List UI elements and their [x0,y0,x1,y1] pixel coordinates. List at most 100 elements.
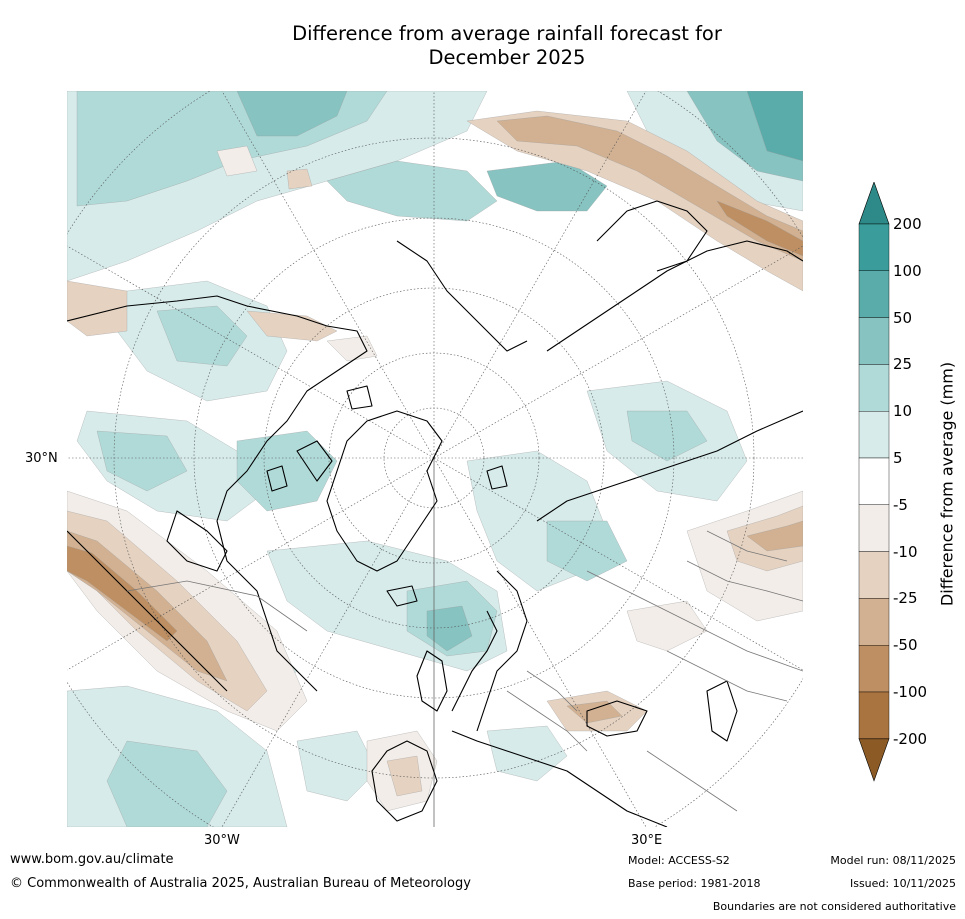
coast-siberia [546,240,803,352]
colorbar-tick-label: 50 [893,308,913,327]
colorbar-tick-label: 5 [893,449,903,467]
coast-hudson-bay [166,510,228,572]
colorbar-label: Difference from average (mm) [937,361,957,607]
border-russia [586,570,803,672]
wet-bottom-left-core [106,740,228,827]
meridian-30w [221,457,435,827]
coast-norway [451,610,498,712]
wet-south-central [486,725,568,782]
footer-disclaimer: Boundaries are not considered authoritat… [712,900,956,913]
coast-europe [451,730,668,827]
colorbar-tick-label: 25 [893,355,913,374]
dry-alaska-strip [246,310,338,342]
colorbar-tick-label: -100 [893,683,928,701]
colorbar-segment [858,223,890,271]
dry-scattered-3 [326,335,378,362]
lon-label-30e: 30°E [631,833,663,848]
lon-label-30w: 30°W [204,833,240,848]
coast-canada [67,295,368,692]
colorbar-tick-label: 10 [893,402,913,421]
colorbar-segment [858,551,890,599]
coast-svalbard [486,465,508,490]
coast-caspian [706,680,738,742]
colorbar-tick-label: -50 [893,636,918,655]
wet-bottom-mid [296,730,378,802]
polar-rainfall-map[interactable] [67,91,803,827]
colorbar-segment [858,645,890,693]
meridian-150w [221,91,435,459]
dry-scattered-2 [286,168,313,190]
coast-arctic-islands [266,385,373,492]
coast-alaska [396,240,528,352]
border-kazakhstan [666,650,788,702]
coast-uk [416,650,448,712]
meridian-60e [433,457,803,671]
colorbar-segment [858,270,890,318]
coastlines [67,200,803,827]
colorbar-segment [858,317,890,365]
coast-north-america-west [67,530,228,692]
border-china [686,560,803,602]
colorbar-segment [858,598,890,646]
dry-northwest [67,280,128,337]
colorbar-extend-top [858,182,890,225]
footer-website[interactable]: www.bom.gov.au/climate [10,852,174,867]
coast-scandinavia [476,570,528,732]
title-line-2: December 2025 [428,46,586,69]
wet-russia-west [546,520,628,582]
wet-top-right-deep [746,91,803,162]
dry-top-right-core [496,115,803,262]
colorbar-tick-label: 200 [893,215,922,233]
title-line-1: Difference from average rainfall forecas… [292,22,722,45]
meridian-150e [433,91,647,459]
colorbar-segment [858,364,890,412]
meridian-60w [67,457,435,671]
coast-black-sea [586,700,648,737]
footer-model: Model: ACCESS-S2 [628,854,730,867]
dry-top-right-deep [716,200,803,257]
colorbar-tick-label: -10 [893,542,918,561]
dry-top-right-band [466,110,803,292]
colorbar-segment [858,504,890,552]
wet-pacific-core [156,305,248,367]
dry-west-darkest [67,545,178,642]
latitude-circle-50 [193,217,675,699]
dry-east-low [626,600,708,652]
border-europe-1 [506,690,588,752]
wet-norway-deep [426,605,473,652]
drier-regions [67,110,803,812]
dry-east-deep [746,520,803,552]
colorbar-segment [858,457,890,505]
coast-iberia [371,740,438,822]
meridian-120w [67,245,435,459]
wet-top-left-deep [236,91,348,137]
meridian-30e [433,457,647,827]
dry-scattered-1 [216,145,258,177]
coast-kamchatka [596,200,708,272]
colorbar-tick-label: -5 [893,495,908,514]
footer-model-run: Model run: 08/11/2025 [830,854,956,867]
coast-iceland [386,585,418,607]
colorbar-segment [858,691,890,739]
wet-west-core [96,430,188,492]
footer-copyright: © Commonwealth of Australia 2025, Austra… [10,876,471,891]
wet-top-mid [326,160,498,222]
border-europe-2 [526,670,578,712]
footer-base-period: Base period: 1981-2018 [628,877,761,890]
border-middle-east [646,750,738,812]
chart-title: Difference from average rainfall forecas… [0,22,965,70]
border-mongolia [706,530,788,562]
colorbar-tick-label: -200 [893,729,928,748]
colorbar-tick-label: -25 [893,589,918,608]
colorbar [858,182,890,782]
dry-iberia-core [386,755,423,797]
colorbar-extend-bottom [858,738,890,782]
wet-siberia-core [626,410,708,462]
footer-issued: Issued: 10/11/2025 [849,877,956,890]
colorbar-segment [858,410,890,459]
dry-mediterranean-core [566,700,623,724]
lat-label-30n: 30°N [25,451,58,466]
coast-russia-north [536,410,803,522]
border-canada-us [126,580,308,632]
meridian-120e [433,245,803,459]
